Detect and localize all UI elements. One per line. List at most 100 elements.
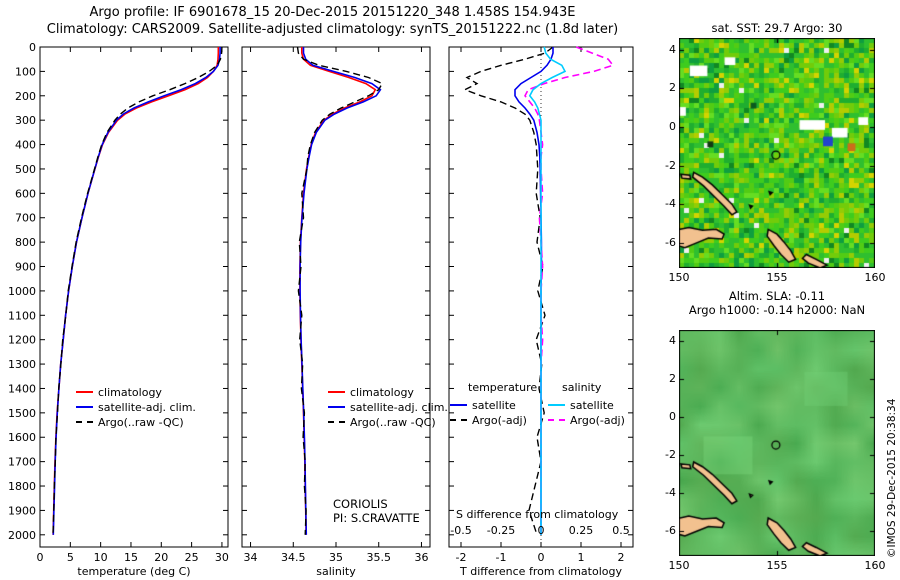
svg-text:0.5: 0.5 xyxy=(612,524,630,537)
sla-map-title-line2: Argo h1000: -0.14 h2000: NaN xyxy=(688,303,866,317)
svg-text:-0.5: -0.5 xyxy=(450,524,471,537)
map-lat-tick-label: 0 xyxy=(669,410,676,424)
svg-text:1400: 1400 xyxy=(8,382,36,395)
map-lon-tick-label: 150 xyxy=(668,271,690,284)
legend-entry: climatology xyxy=(328,385,448,400)
svg-text:0.25: 0.25 xyxy=(569,524,594,537)
svg-text:20: 20 xyxy=(154,551,168,564)
legend-line-sample xyxy=(548,404,565,406)
svg-text:0: 0 xyxy=(37,551,44,564)
svg-text:100: 100 xyxy=(15,65,36,78)
svg-text:35.5: 35.5 xyxy=(366,551,391,564)
svg-text:5: 5 xyxy=(67,551,74,564)
map-lat-tick-label: 2 xyxy=(669,372,676,386)
svg-text:15: 15 xyxy=(124,551,138,564)
sst-map-canvas xyxy=(679,38,875,268)
svg-text:2000: 2000 xyxy=(8,529,36,542)
map-lat-tick-label: -2 xyxy=(665,158,676,172)
legend-line-sample xyxy=(328,406,345,408)
legend-label: Argo(..raw -QC) xyxy=(98,416,184,429)
legend-label: Argo(..raw -QC) xyxy=(350,416,436,429)
svg-text:T difference from climatology: T difference from climatology xyxy=(459,565,622,578)
svg-text:0: 0 xyxy=(538,524,545,537)
pi-annotation: PI: S.CRAVATTE xyxy=(333,511,420,525)
legend-label: satellite-adj. clim. xyxy=(98,401,196,414)
legend-line-sample xyxy=(76,391,93,393)
sla-map-title-line1: Altim. SLA: -0.11 xyxy=(728,289,826,303)
difference-profile-panel: -2 -1 0 1 2 -0.5 -0.25 0 0.25 0.5 T difference fro… xyxy=(448,46,634,578)
legend-line-sample xyxy=(548,419,565,421)
figure-subtitle: Climatology: CARS2009. Satellite-adjuste… xyxy=(46,22,619,37)
map-lat-tick-label: 4 xyxy=(669,42,676,56)
svg-text:300: 300 xyxy=(15,114,36,127)
svg-text:2: 2 xyxy=(618,551,625,564)
svg-text:36: 36 xyxy=(414,551,428,564)
map-lon-tick-label: 155 xyxy=(766,271,788,284)
legend-line-sample xyxy=(76,421,93,423)
sst-map-title: sat. SST: 29.7 Argo: 30 xyxy=(711,21,843,35)
svg-text:0: 0 xyxy=(29,41,36,54)
svg-text:400: 400 xyxy=(15,139,36,152)
svg-text:1500: 1500 xyxy=(8,407,36,420)
salinity-legend: climatology satellite-adj. clim. Argo(..ra… xyxy=(328,385,448,430)
svg-text:200: 200 xyxy=(15,90,36,103)
svg-text:1000: 1000 xyxy=(8,285,36,298)
sla-map-canvas xyxy=(679,330,875,556)
svg-text:0: 0 xyxy=(538,551,545,564)
map-lat-tick-label: -2 xyxy=(665,448,676,462)
legend-entry: satellite xyxy=(450,399,516,412)
legend-line-sample xyxy=(328,421,345,423)
svg-text:-1: -1 xyxy=(496,551,507,564)
svg-text:25: 25 xyxy=(185,551,199,564)
svg-text:34.5: 34.5 xyxy=(281,551,306,564)
svg-text:1600: 1600 xyxy=(8,431,36,444)
map-lon-tick-label: 160 xyxy=(864,559,886,572)
map-lat-tick-label: -4 xyxy=(665,486,676,500)
map-lon-tick-label: 160 xyxy=(864,271,886,284)
figure-title: Argo profile: IF 6901678_15 20-Dec-2015 … xyxy=(89,5,576,20)
svg-text:1100: 1100 xyxy=(8,309,36,322)
legend-entry: satellite-adj. clim. xyxy=(76,400,196,415)
legend-line-sample xyxy=(450,419,467,421)
svg-text:salinity: salinity xyxy=(316,565,356,578)
legend-header: salinity xyxy=(562,381,602,394)
svg-text:500: 500 xyxy=(15,163,36,176)
map-lat-tick-label: -6 xyxy=(665,524,676,538)
legend-entry: climatology xyxy=(76,385,196,400)
svg-text:1700: 1700 xyxy=(8,456,36,469)
svg-text:1800: 1800 xyxy=(8,480,36,493)
legend-entry: satellite xyxy=(548,399,614,412)
difference-legend: temperature salinity satellite satellite Arg… xyxy=(444,381,650,441)
svg-text:700: 700 xyxy=(15,212,36,225)
map-lat-tick-label: 0 xyxy=(669,119,676,133)
legend-line-sample xyxy=(76,406,93,408)
legend-label: satellite-adj. clim. xyxy=(350,401,448,414)
legend-entry: Argo(..raw -QC) xyxy=(328,415,448,430)
sla-map: 150 155 160 4 2 0 -2 -4 -6 xyxy=(665,330,886,572)
legend-header: temperature xyxy=(468,381,538,394)
svg-text:10: 10 xyxy=(94,551,108,564)
sst-map: 150 155 160 4 2 0 -2 -4 -6 xyxy=(665,38,886,284)
legend-line-sample xyxy=(450,404,467,406)
svg-text:temperature (deg C): temperature (deg C) xyxy=(77,565,190,578)
legend-line-sample xyxy=(328,391,345,393)
svg-text:1900: 1900 xyxy=(8,504,36,517)
svg-text:-0.25: -0.25 xyxy=(487,524,515,537)
svg-text:30: 30 xyxy=(215,551,229,564)
legend-entry: satellite-adj. clim. xyxy=(328,400,448,415)
map-lon-tick-label: 150 xyxy=(668,559,690,572)
svg-text:800: 800 xyxy=(15,236,36,249)
legend-entry: Argo(..raw -QC) xyxy=(76,415,196,430)
svg-text:-2: -2 xyxy=(456,551,467,564)
svg-text:35: 35 xyxy=(329,551,343,564)
map-lat-tick-label: -4 xyxy=(665,197,676,211)
copyright-text: ©IMOS 29-Dec-2015 20:38:34 xyxy=(886,398,898,558)
map-lon-tick-label: 155 xyxy=(766,559,788,572)
svg-text:600: 600 xyxy=(15,187,36,200)
svg-text:900: 900 xyxy=(15,261,36,274)
legend-label: climatology xyxy=(98,386,162,399)
coriolis-annotation: CORIOLIS xyxy=(333,497,388,511)
legend-entry: Argo(-adj) xyxy=(548,414,625,427)
s-difference-axis-label: S difference from climatology xyxy=(456,508,619,521)
